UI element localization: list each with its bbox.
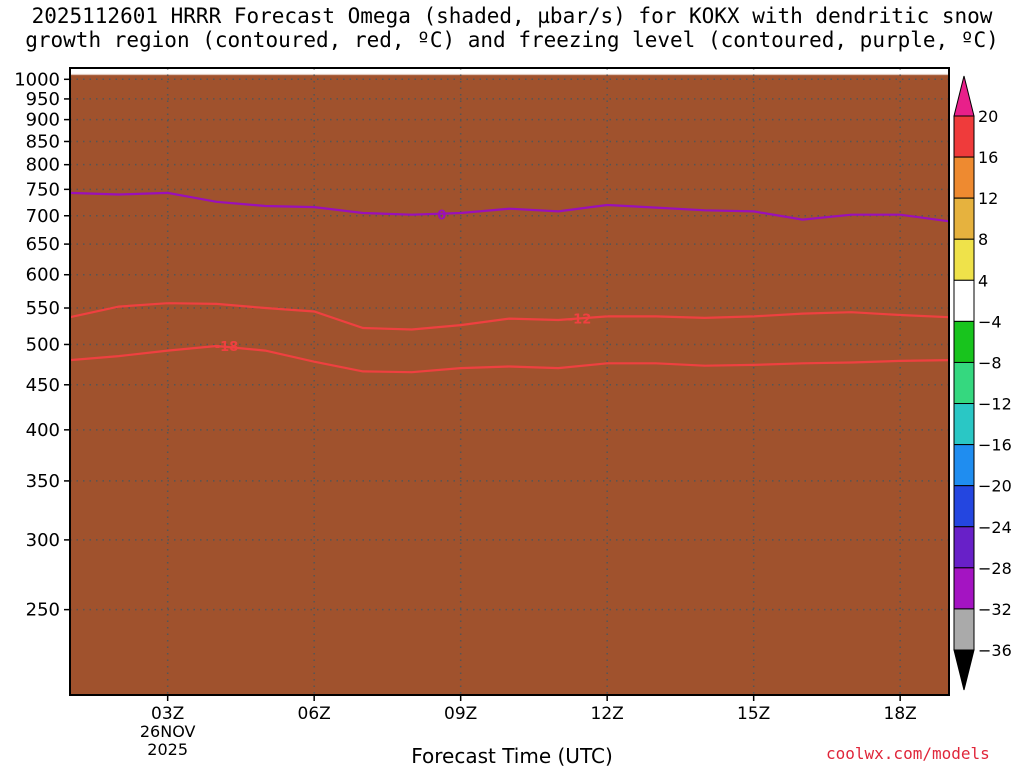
y-tick-label: 300 <box>26 530 60 551</box>
colorbar-label: 8 <box>978 230 988 249</box>
y-tick-label: 950 <box>26 89 60 110</box>
y-tick-label: 1000 <box>14 69 60 90</box>
colorbar-swatch <box>953 197 975 240</box>
grid-lines <box>70 68 949 695</box>
colorbar-swatch <box>953 444 975 487</box>
y-tick-label: 400 <box>26 420 60 441</box>
credit-link[interactable]: coolwx.com/models <box>826 744 990 763</box>
contour-label: -12 <box>568 313 592 328</box>
colorbar-swatch <box>953 567 975 610</box>
x-tick-label: 18Z <box>884 704 917 724</box>
colorbar-swatch <box>953 361 975 405</box>
colorbar-label: 12 <box>978 189 998 208</box>
y-tick-label: 900 <box>26 110 60 131</box>
colorbar-label: −24 <box>978 518 1012 537</box>
colorbar-label: −12 <box>978 395 1012 414</box>
colorbar-label: 16 <box>978 148 998 167</box>
y-tick-label: 800 <box>26 155 60 176</box>
y-tick-label: 600 <box>26 265 60 286</box>
colorbar-label: −28 <box>978 559 1012 578</box>
chart-title: 2025112601 HRRR Forecast Omega (shaded, … <box>0 4 1024 52</box>
colorbar-bottom-triangle <box>953 649 975 691</box>
colorbar-swatch <box>953 279 975 322</box>
contour-line <box>69 344 950 374</box>
colorbar-label: −8 <box>978 353 1002 372</box>
colorbar-swatch <box>953 403 975 446</box>
y-axis-ticks: 2503003504004505005506006507007508008509… <box>14 69 70 621</box>
colorbar-swatch <box>953 238 975 281</box>
colorbar-swatch <box>953 320 975 363</box>
x-tick-label: 06Z <box>298 704 331 724</box>
colorbar-swatch <box>953 526 975 569</box>
plot-frame <box>69 67 950 696</box>
contour-line <box>69 302 950 331</box>
x-date-label: 26NOV <box>140 722 196 741</box>
x-year-label: 2025 <box>147 740 188 759</box>
x-tick-label: 15Z <box>737 704 770 724</box>
y-tick-label: 850 <box>26 131 60 152</box>
colorbar-label: −32 <box>978 600 1012 619</box>
colorbar-top-triangle <box>953 75 975 117</box>
y-tick-label: 250 <box>26 600 60 621</box>
y-tick-label: 500 <box>26 334 60 355</box>
colorbar-label: 4 <box>978 271 988 290</box>
x-tick-label: 03Z <box>151 704 184 724</box>
x-tick-label: 09Z <box>444 704 477 724</box>
colorbar-label: −36 <box>978 641 1012 660</box>
x-axis-label: Forecast Time (UTC) <box>411 744 613 768</box>
title-line-1: 2025112601 HRRR Forecast Omega (shaded, … <box>31 4 993 28</box>
colorbar-label: −16 <box>978 436 1012 455</box>
contour-line <box>69 191 950 223</box>
colorbar-swatch <box>953 608 975 651</box>
colorbar-label: −20 <box>978 477 1012 496</box>
y-tick-label: 700 <box>26 206 60 227</box>
colorbar-swatch <box>953 485 975 528</box>
colorbar-swatch <box>953 115 975 158</box>
y-tick-label: 550 <box>26 298 60 319</box>
colorbar-swatch <box>953 156 975 199</box>
colorbar-label: −4 <box>978 312 1002 331</box>
y-tick-label: 350 <box>26 471 60 492</box>
title-line-2: growth region (contoured, red, ºC) and f… <box>25 28 999 52</box>
contour-label: 0 <box>437 209 446 224</box>
y-tick-label: 750 <box>26 179 60 200</box>
y-tick-label: 650 <box>26 234 60 255</box>
y-tick-label: 450 <box>26 375 60 396</box>
colorbar: 20 16 12 8 4 −4 −8 −12 −16 −20 −24 −28 −32 −36 <box>953 75 1012 691</box>
colorbar-label: 20 <box>978 107 998 126</box>
contour-label: -18 <box>215 340 239 355</box>
contour-lines: -18 -12 0 <box>69 191 950 374</box>
x-tick-label: 12Z <box>591 704 624 724</box>
